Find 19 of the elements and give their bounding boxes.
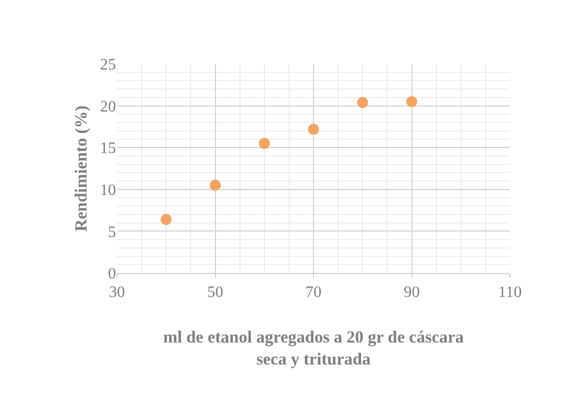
point (210, 180, 221, 191)
point (406, 96, 418, 108)
y-tick-label: 5 (108, 224, 116, 241)
x-tick-label: 110 (498, 284, 522, 302)
x-tick-label: 30 (109, 284, 125, 302)
x-tick-label: 70 (306, 284, 322, 302)
point (357, 96, 368, 108)
y-tick-label: 10 (100, 182, 116, 199)
y-tick-label: 15 (100, 140, 116, 158)
point (308, 124, 319, 135)
x-tick-label: 90 (404, 284, 420, 302)
y-tick-label: 20 (100, 98, 116, 116)
point (258, 138, 270, 149)
point (160, 214, 172, 225)
x-tick-label: 50 (207, 284, 224, 302)
x-axis-title: ml de etanol agregados a 20 gr de cáscara seca y triturada (163, 328, 464, 369)
y-axis-title: Rendimiento (%) (72, 105, 91, 232)
y-tick-label: 25 (100, 56, 116, 74)
y-tick-label: 0 (108, 266, 116, 283)
